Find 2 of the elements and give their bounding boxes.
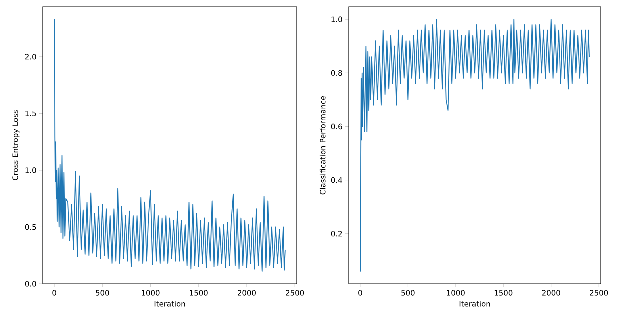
line-series xyxy=(54,19,286,272)
line-series xyxy=(360,19,590,272)
